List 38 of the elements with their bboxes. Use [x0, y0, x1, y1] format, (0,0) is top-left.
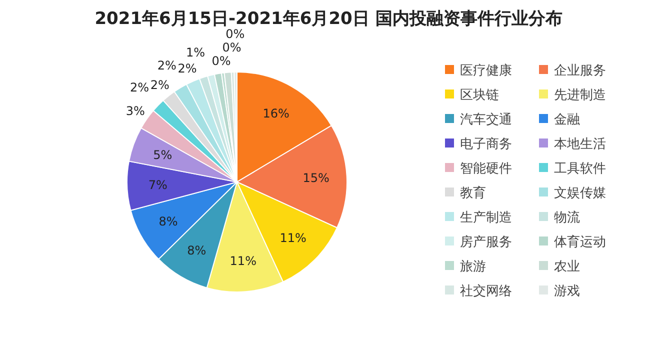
data-label: 2% — [150, 78, 170, 92]
data-label: 0% — [212, 54, 231, 68]
data-label: 8% — [158, 214, 178, 229]
chart-title: 2021年6月15日-2021年6月20日 国内投融资事件行业分布 — [94, 9, 562, 29]
data-label: 3% — [126, 104, 145, 118]
data-label: 11% — [280, 231, 306, 246]
data-label: 8% — [187, 243, 206, 258]
legend-label: 智能硬件 — [460, 162, 512, 177]
legend-label: 生产制造 — [460, 210, 512, 226]
legend-label: 体育运动 — [554, 234, 606, 250]
legend-label: 区块链 — [460, 88, 499, 104]
data-label: 1% — [186, 46, 206, 60]
data-label: 5% — [153, 148, 172, 162]
legend-label: 物流 — [554, 210, 580, 226]
legend-label: 本地生活 — [554, 137, 606, 152]
data-label: 2% — [178, 62, 197, 76]
legend-label: 金融 — [554, 112, 580, 128]
data-label: 2% — [157, 58, 176, 73]
legend-label: 农业 — [554, 260, 580, 275]
legend-label: 游戏 — [554, 284, 580, 300]
legend-label: 文娱传媒 — [554, 186, 606, 202]
data-label: 7% — [148, 178, 168, 192]
legend-label: 教育 — [460, 185, 486, 202]
legend-label: 电子商务 — [460, 137, 512, 152]
legend-label: 医疗健康 — [460, 64, 512, 79]
legend-label: 旅游 — [460, 260, 486, 275]
data-label: 16% — [262, 106, 290, 120]
data-label: 15% — [302, 170, 330, 185]
data-label: 2% — [130, 80, 149, 94]
legend-label: 企业服务 — [554, 64, 606, 79]
data-label: 11% — [230, 254, 256, 268]
legend-label: 先进制造 — [554, 88, 606, 104]
data-label: 0% — [222, 40, 242, 54]
data-label: 0% — [226, 27, 245, 42]
legend-label: 房产服务 — [460, 234, 512, 250]
legend-label: 汽车交通 — [460, 112, 512, 128]
legend-label: 工具软件 — [554, 162, 606, 177]
legend-label: 社交网络 — [460, 283, 512, 300]
